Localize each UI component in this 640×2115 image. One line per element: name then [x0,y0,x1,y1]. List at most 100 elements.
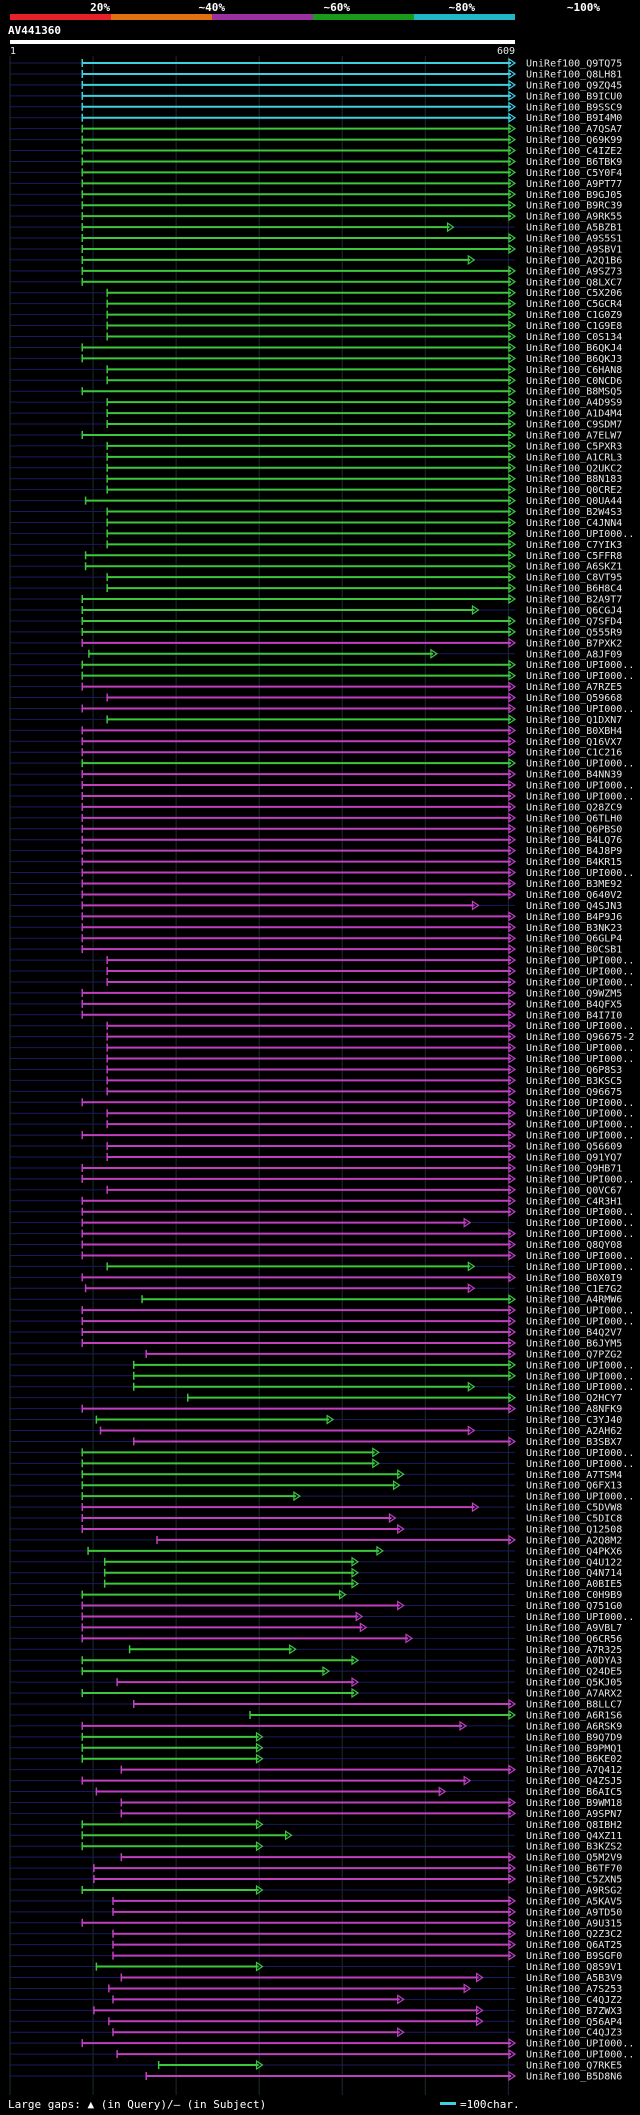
hit-label[interactable]: UniRef100_UPI000.. [526,977,634,988]
hit-label[interactable]: UniRef100_B9WM18 [526,1798,622,1809]
hit-label[interactable]: UniRef100_C9SDM7 [526,420,622,431]
hit-label[interactable]: UniRef100_UPI000.. [526,1317,634,1328]
hit-label[interactable]: UniRef100_B9PMQ1 [526,1743,622,1754]
hit-label[interactable]: UniRef100_Q5M2V9 [526,1853,622,1864]
hit-label[interactable]: UniRef100_C3YJ40 [526,1415,622,1426]
hit-label[interactable]: UniRef100_A7TSM4 [526,1470,622,1481]
hit-label[interactable]: UniRef100_B9GJ05 [526,190,622,201]
hit-label[interactable]: UniRef100_UPI000.. [526,1218,634,1229]
hit-label[interactable]: UniRef100_B9Q7D9 [526,1732,622,1743]
hit-label[interactable]: UniRef100_B6TF70 [526,1864,622,1875]
hit-label[interactable]: UniRef100_Q56609 [526,1142,622,1153]
hit-label[interactable]: UniRef100_UPI000.. [526,1043,634,1054]
hit-label[interactable]: UniRef100_Q9WZM5 [526,988,622,999]
hit-label[interactable]: UniRef100_Q6GLP4 [526,934,622,945]
hit-label[interactable]: UniRef100_C5GCR4 [526,299,622,310]
hit-label[interactable]: UniRef100_UPI000.. [526,1360,634,1371]
hit-label[interactable]: UniRef100_Q4XZ11 [526,1831,622,1842]
hit-label[interactable]: UniRef100_UPI000.. [526,1251,634,1262]
hit-label[interactable]: UniRef100_A9TD50 [526,1907,622,1918]
hit-label[interactable]: UniRef100_Q8LXC7 [526,277,622,288]
hit-label[interactable]: UniRef100_C5Y0F4 [526,168,622,179]
hit-label[interactable]: UniRef100_A9RK55 [526,212,622,223]
hit-label[interactable]: UniRef100_UPI000.. [526,660,634,671]
hit-label[interactable]: UniRef100_B5D8N6 [526,2071,622,2082]
hit-label[interactable]: UniRef100_C8VT95 [526,573,622,584]
hit-label[interactable]: UniRef100_Q4N714 [526,1568,622,1579]
hit-label[interactable]: UniRef100_Q96675-2 [526,1032,634,1043]
hit-label[interactable]: UniRef100_UPI000.. [526,2050,634,2061]
hit-label[interactable]: UniRef100_UPI000.. [526,781,634,792]
hit-label[interactable]: UniRef100_C5FFR8 [526,551,622,562]
hit-label[interactable]: UniRef100_UPI000.. [526,1109,634,1120]
hit-label[interactable]: UniRef100_UPI000.. [526,2039,634,2050]
hit-label[interactable]: UniRef100_UPI000.. [526,868,634,879]
hit-label[interactable]: UniRef100_Q9HB71 [526,1163,622,1174]
hit-label[interactable]: UniRef100_A6R1S6 [526,1710,622,1721]
hit-label[interactable]: UniRef100_A6RSK9 [526,1721,622,1732]
hit-label[interactable]: UniRef100_UPI000.. [526,671,634,682]
hit-label[interactable]: UniRef100_Q7RKE5 [526,2061,622,2072]
hit-label[interactable]: UniRef100_UPI000.. [526,1131,634,1142]
hit-label[interactable]: UniRef100_C5DVW8 [526,1503,622,1514]
hit-label[interactable]: UniRef100_A5KAV5 [526,1896,622,1907]
hit-label[interactable]: UniRef100_A7S253 [526,1984,622,1995]
hit-label[interactable]: UniRef100_Q5KJ05 [526,1678,622,1689]
hit-label[interactable]: UniRef100_A4D9S9 [526,398,622,409]
hit-label[interactable]: UniRef100_B8MSQ5 [526,387,622,398]
hit-label[interactable]: UniRef100_B4J8P9 [526,846,622,857]
hit-label[interactable]: UniRef100_Q4ZSJ5 [526,1776,622,1787]
hit-label[interactable]: UniRef100_UPI000.. [526,1229,634,1240]
hit-label[interactable]: UniRef100_B9I4M0 [526,113,622,124]
hit-label[interactable]: UniRef100_C6HAN8 [526,365,622,376]
hit-label[interactable]: UniRef100_C5DIC8 [526,1514,622,1525]
hit-label[interactable]: UniRef100_UPI000.. [526,1306,634,1317]
hit-label[interactable]: UniRef100_A1CRL3 [526,452,622,463]
hit-label[interactable]: UniRef100_A7ELW7 [526,430,622,441]
hit-label[interactable]: UniRef100_B2W4S3 [526,507,622,518]
hit-label[interactable]: UniRef100_A6SKZ1 [526,562,622,573]
hit-label[interactable]: UniRef100_UPI000.. [526,1262,634,1273]
hit-label[interactable]: UniRef100_C4JNN4 [526,518,622,529]
hit-label[interactable]: UniRef100_Q6CGJ4 [526,606,622,617]
hit-label[interactable]: UniRef100_A7ARX2 [526,1689,622,1700]
hit-label[interactable]: UniRef100_B3ME92 [526,879,622,890]
hit-label[interactable]: UniRef100_UPI000.. [526,1207,634,1218]
hit-label[interactable]: UniRef100_B6H8C4 [526,584,622,595]
hit-label[interactable]: UniRef100_A2Q1B6 [526,255,622,266]
hit-label[interactable]: UniRef100_B4LQ76 [526,835,622,846]
hit-label[interactable]: UniRef100_Q96675 [526,1087,622,1098]
hit-label[interactable]: UniRef100_Q4PKX6 [526,1546,622,1557]
hit-label[interactable]: UniRef100_B4KR15 [526,857,622,868]
hit-label[interactable]: UniRef100_B4I7I0 [526,1010,622,1021]
hit-label[interactable]: UniRef100_Q1DXN7 [526,715,622,726]
hit-label[interactable]: UniRef100_Q2UKC2 [526,463,622,474]
hit-label[interactable]: UniRef100_B4NN39 [526,770,622,781]
hit-label[interactable]: UniRef100_Q6CR56 [526,1634,622,1645]
hit-label[interactable]: UniRef100_Q6FX13 [526,1481,622,1492]
hit-label[interactable]: UniRef100_A5B3V9 [526,1973,622,1984]
hit-label[interactable]: UniRef100_Q751G0 [526,1601,622,1612]
hit-label[interactable]: UniRef100_A7Q412 [526,1765,622,1776]
hit-label[interactable]: UniRef100_Q4SJN3 [526,901,622,912]
hit-label[interactable]: UniRef100_UPI000.. [526,529,634,540]
hit-label[interactable]: UniRef100_C4QJZ3 [526,2028,622,2039]
hit-label[interactable]: UniRef100_A4RMW6 [526,1295,622,1306]
hit-label[interactable]: UniRef100_B8LLC7 [526,1700,622,1711]
hit-label[interactable]: UniRef100_Q16VX7 [526,737,622,748]
hit-label[interactable]: UniRef100_B0XBH4 [526,726,622,737]
hit-label[interactable]: UniRef100_Q8S9V1 [526,1962,622,1973]
hit-label[interactable]: UniRef100_UPI000.. [526,1459,634,1470]
hit-label[interactable]: UniRef100_B4Q2V7 [526,1328,622,1339]
hit-label[interactable]: UniRef100_B3SBX7 [526,1437,622,1448]
hit-label[interactable]: UniRef100_C0H9B9 [526,1590,622,1601]
hit-label[interactable]: UniRef100_Q555R9 [526,627,622,638]
hit-label[interactable]: UniRef100_Q0UA44 [526,496,622,507]
hit-label[interactable]: UniRef100_Q4U122 [526,1557,622,1568]
hit-label[interactable]: UniRef100_Q69K99 [526,135,622,146]
hit-label[interactable]: UniRef100_Q9TQ75 [526,59,622,70]
hit-label[interactable]: UniRef100_B9SSC9 [526,102,622,113]
hit-label[interactable]: UniRef100_UPI000.. [526,1174,634,1185]
hit-label[interactable]: UniRef100_B3KSC5 [526,1076,622,1087]
hit-label[interactable]: UniRef100_C1C216 [526,748,622,759]
